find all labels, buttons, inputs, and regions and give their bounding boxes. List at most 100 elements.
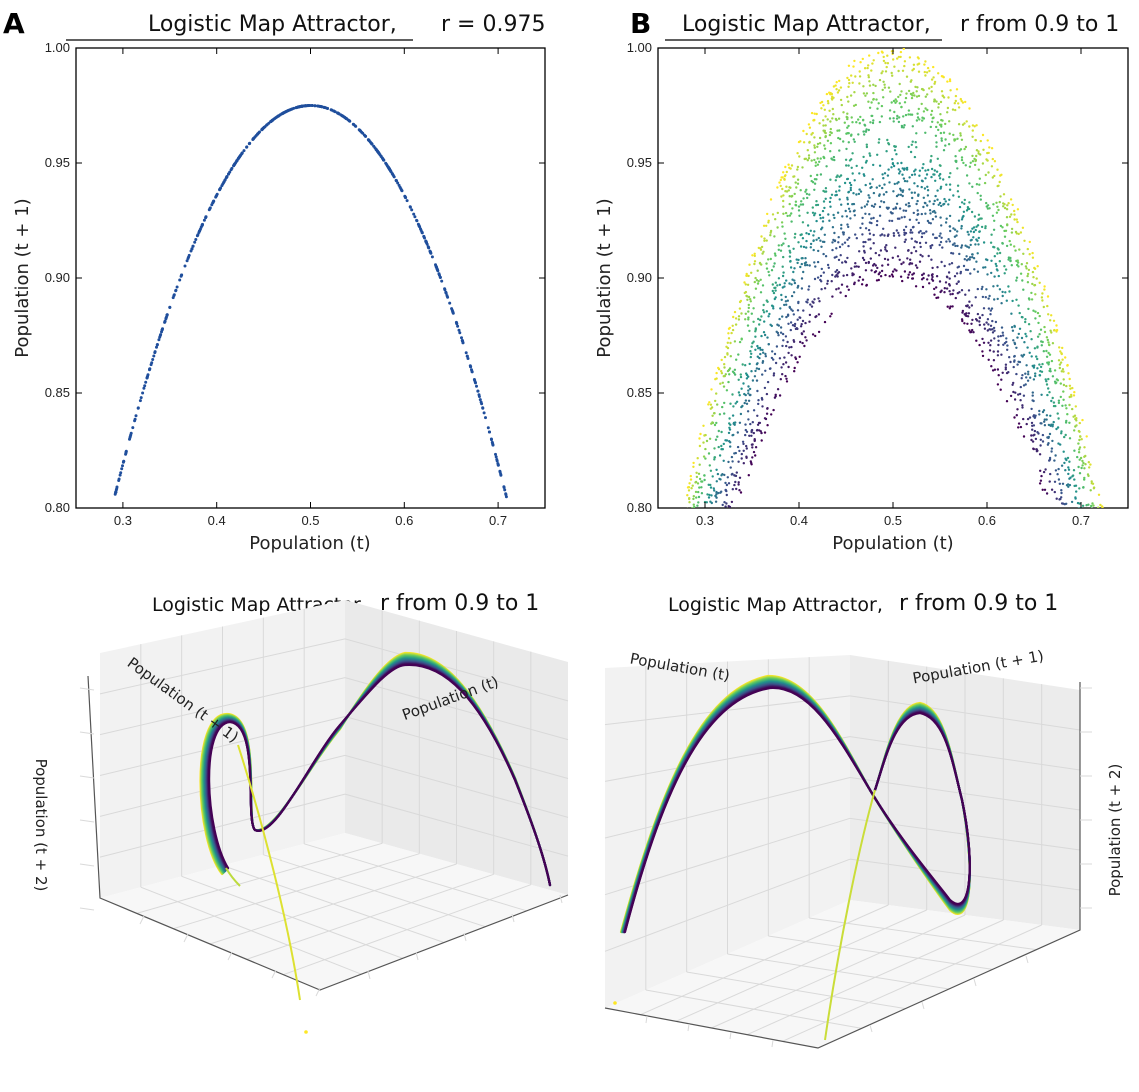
data-point <box>750 430 753 434</box>
data-point <box>960 156 964 159</box>
data-point <box>772 291 776 295</box>
data-point <box>956 230 959 233</box>
data-point <box>875 98 878 101</box>
data-point <box>861 233 864 236</box>
data-point <box>866 66 869 70</box>
data-point <box>861 57 864 61</box>
data-point <box>738 421 742 424</box>
data-point <box>720 358 723 362</box>
data-point <box>922 272 925 275</box>
data-point <box>686 507 689 508</box>
data-point <box>251 138 255 141</box>
data-point <box>326 107 329 110</box>
data-point <box>488 430 491 434</box>
axis-lines <box>87 675 569 991</box>
data-point <box>764 352 767 356</box>
data-point <box>757 367 761 371</box>
data-point <box>980 287 983 291</box>
data-point <box>975 260 978 263</box>
data-point <box>826 279 829 283</box>
data-point <box>763 386 767 390</box>
data-point <box>738 449 741 453</box>
data-point <box>739 299 743 303</box>
data-point <box>954 296 957 300</box>
data-point <box>1054 382 1057 385</box>
data-point <box>1058 346 1061 349</box>
data-point <box>855 265 858 268</box>
data-point <box>737 315 741 318</box>
data-point <box>1039 365 1043 369</box>
data-point <box>705 439 709 443</box>
data-point <box>815 219 818 223</box>
data-point <box>686 494 689 497</box>
panel-a-points <box>113 104 508 499</box>
data-point <box>963 198 966 202</box>
data-point <box>964 244 967 247</box>
data-point <box>749 300 752 303</box>
data-point <box>1050 488 1054 491</box>
data-point <box>1049 319 1052 322</box>
data-point <box>849 217 852 220</box>
data-point <box>848 181 852 185</box>
data-point <box>1045 355 1049 358</box>
data-point <box>486 426 490 430</box>
data-point <box>931 120 934 124</box>
data-point <box>976 239 979 242</box>
data-point <box>872 163 875 167</box>
data-point <box>939 131 943 135</box>
panel-c-zlabel: Population (t + 2) <box>32 759 50 892</box>
data-point <box>799 265 802 269</box>
data-point <box>857 265 860 268</box>
data-point <box>904 238 907 241</box>
data-point <box>1079 435 1082 438</box>
data-point <box>938 164 942 167</box>
x-tick-label: 0.3 <box>696 513 714 528</box>
data-point <box>880 200 883 203</box>
data-point <box>920 185 923 189</box>
data-point <box>819 239 822 242</box>
data-point <box>732 421 736 425</box>
data-point <box>968 201 971 204</box>
data-point <box>1024 265 1028 268</box>
data-point <box>214 195 218 199</box>
data-point <box>886 174 890 177</box>
data-point <box>933 82 936 85</box>
data-point <box>949 293 952 296</box>
data-point <box>781 373 784 376</box>
data-point <box>918 174 921 177</box>
data-point <box>796 318 799 321</box>
data-point <box>801 341 804 345</box>
data-point <box>274 116 278 120</box>
data-point <box>1077 442 1080 445</box>
data-point <box>1043 424 1047 427</box>
data-point <box>258 130 261 134</box>
data-point <box>1015 276 1019 279</box>
data-point <box>853 179 856 182</box>
data-point <box>1062 450 1065 453</box>
data-point <box>723 401 726 405</box>
data-point <box>157 338 161 342</box>
data-point <box>1036 357 1039 361</box>
data-point <box>490 438 493 442</box>
data-point <box>940 118 943 122</box>
data-point <box>837 241 840 244</box>
data-point <box>783 175 787 178</box>
x-tick-label: 0.7 <box>1072 513 1090 528</box>
data-point <box>765 392 769 396</box>
data-point <box>960 289 964 292</box>
data-point <box>987 151 990 155</box>
data-point <box>709 500 712 503</box>
data-point <box>1060 489 1063 492</box>
data-point <box>1010 227 1014 231</box>
data-point <box>766 407 769 410</box>
data-point <box>933 99 936 102</box>
data-point <box>840 283 844 286</box>
data-point <box>1038 453 1042 456</box>
data-point <box>912 225 915 229</box>
data-point <box>976 312 980 316</box>
data-point <box>164 315 168 319</box>
data-point <box>839 291 842 294</box>
data-point <box>737 481 740 484</box>
data-point <box>971 154 974 158</box>
data-point <box>723 366 726 369</box>
